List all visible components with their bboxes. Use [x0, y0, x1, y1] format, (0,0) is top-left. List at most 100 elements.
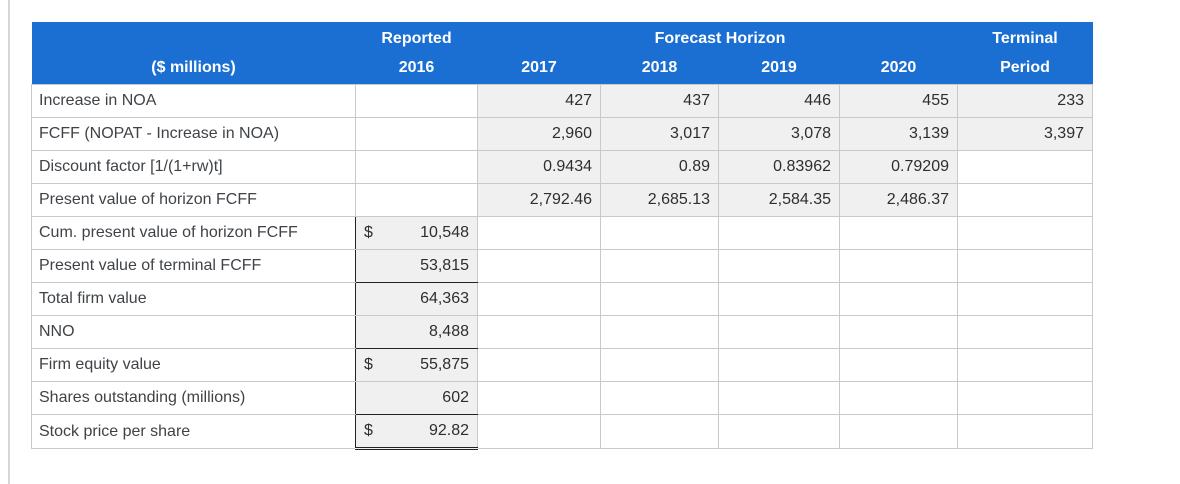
- cell-2020[interactable]: 3,139: [839, 117, 958, 151]
- cell-2017: [477, 348, 601, 382]
- row-label: Shares outstanding (millions): [31, 381, 356, 415]
- row-label: Total firm value: [31, 282, 356, 316]
- cell-terminal[interactable]: 233: [957, 84, 1093, 118]
- column-header-row: ($ millions) 2016 2017 2018 2019 2020 Period: [31, 52, 1093, 85]
- dcf-valuation-table: Reported Forecast Horizon Terminal ($ milli…: [31, 22, 1093, 450]
- cell-2020: [839, 216, 958, 250]
- header-group-terminal: Terminal: [957, 22, 1093, 52]
- cell-2017: [477, 282, 601, 316]
- table-row: NNO 8,488: [31, 315, 1093, 349]
- cell-2020: [839, 315, 958, 349]
- cell-2019: [718, 249, 840, 283]
- cell-2018[interactable]: 3,017: [600, 117, 719, 151]
- table-row: Cum. present value of horizon FCFF $10,54…: [31, 216, 1093, 250]
- cell-2019[interactable]: 446: [718, 84, 840, 118]
- row-label: Increase in NOA: [31, 84, 356, 118]
- cell-2016: [355, 183, 478, 217]
- header-group-forecast-horizon: Forecast Horizon: [600, 22, 840, 52]
- cell-2016[interactable]: 53,815: [355, 249, 478, 283]
- row-label: Cum. present value of horizon FCFF: [31, 216, 356, 250]
- col-header-2019: 2019: [718, 52, 840, 85]
- cell-2016[interactable]: 64,363: [355, 282, 478, 316]
- cell-value: 55,875: [420, 356, 469, 373]
- cell-2018[interactable]: 437: [600, 84, 719, 118]
- header-group-blank-2017: [477, 22, 601, 52]
- cell-2016[interactable]: $55,875: [355, 348, 478, 382]
- cell-value: 10,548: [420, 224, 469, 241]
- cell-2019: [718, 282, 840, 316]
- table-body: Increase in NOA 427 437 446 455 233 FCFF (NOPA…: [31, 84, 1093, 450]
- cell-terminal: [957, 216, 1093, 250]
- cell-terminal: [957, 150, 1093, 184]
- header-group-blank-label: [31, 22, 356, 52]
- cell-2017[interactable]: 2,792.46: [477, 183, 601, 217]
- header-group-reported: Reported: [355, 22, 478, 52]
- table-row: Present value of terminal FCFF 53,815: [31, 249, 1093, 283]
- header-group-blank-2020: [839, 22, 958, 52]
- row-label: NNO: [31, 315, 356, 349]
- table-row: Increase in NOA 427 437 446 455 233: [31, 84, 1093, 118]
- cell-2019: [718, 216, 840, 250]
- cell-2019[interactable]: 3,078: [718, 117, 840, 151]
- cell-terminal[interactable]: 3,397: [957, 117, 1093, 151]
- cell-terminal: [957, 249, 1093, 283]
- page-left-edge: [8, 0, 10, 484]
- cell-2016[interactable]: 602: [355, 381, 478, 415]
- table-row: FCFF (NOPAT - Increase in NOA) 2,960 3,017…: [31, 117, 1093, 151]
- row-label: FCFF (NOPAT - Increase in NOA): [31, 117, 356, 151]
- cell-terminal: [957, 414, 1093, 449]
- col-header-unit-label: ($ millions): [31, 52, 356, 85]
- cell-2016: [355, 84, 478, 118]
- cell-2020: [839, 249, 958, 283]
- cell-terminal: [957, 282, 1093, 316]
- cell-terminal: [957, 183, 1093, 217]
- cell-2016[interactable]: $92.82: [355, 414, 478, 450]
- cell-2018[interactable]: 2,685.13: [600, 183, 719, 217]
- cell-2018: [600, 348, 719, 382]
- cell-2017: [477, 414, 601, 449]
- cell-2018: [600, 216, 719, 250]
- cell-2017[interactable]: 427: [477, 84, 601, 118]
- cell-2018: [600, 315, 719, 349]
- row-label: Present value of horizon FCFF: [31, 183, 356, 217]
- cell-2017[interactable]: 2,960: [477, 117, 601, 151]
- cell-2016: [355, 117, 478, 151]
- cell-2019[interactable]: 0.83962: [718, 150, 840, 184]
- cell-2019: [718, 348, 840, 382]
- cell-2020: [839, 414, 958, 449]
- cell-2017: [477, 249, 601, 283]
- row-label: Discount factor [1/(1+rw)t]: [31, 150, 356, 184]
- cell-2020: [839, 282, 958, 316]
- cell-2017: [477, 216, 601, 250]
- table-header: Reported Forecast Horizon Terminal ($ milli…: [31, 22, 1093, 85]
- cell-2020[interactable]: 455: [839, 84, 958, 118]
- cell-2019: [718, 414, 840, 449]
- table-row: Shares outstanding (millions) 602: [31, 381, 1093, 415]
- dollar-sign: $: [364, 356, 373, 373]
- cell-terminal: [957, 381, 1093, 415]
- row-label: Stock price per share: [31, 414, 356, 449]
- cell-2018: [600, 249, 719, 283]
- col-header-2020: 2020: [839, 52, 958, 85]
- cell-2016[interactable]: 8,488: [355, 315, 478, 349]
- cell-2017: [477, 381, 601, 415]
- row-label: Firm equity value: [31, 348, 356, 382]
- cell-2020[interactable]: 2,486.37: [839, 183, 958, 217]
- cell-2017[interactable]: 0.9434: [477, 150, 601, 184]
- cell-2019: [718, 381, 840, 415]
- cell-2020: [839, 381, 958, 415]
- cell-2018: [600, 282, 719, 316]
- cell-2016[interactable]: $10,548: [355, 216, 478, 250]
- table-row: Stock price per share $92.82: [31, 414, 1093, 450]
- cell-terminal: [957, 315, 1093, 349]
- col-header-terminal: Period: [957, 52, 1093, 85]
- table-row: Total firm value 64,363: [31, 282, 1093, 316]
- cell-2020[interactable]: 0.79209: [839, 150, 958, 184]
- header-group-row: Reported Forecast Horizon Terminal: [31, 22, 1093, 52]
- cell-2018: [600, 414, 719, 449]
- cell-2018: [600, 381, 719, 415]
- cell-2019[interactable]: 2,584.35: [718, 183, 840, 217]
- col-header-2016: 2016: [355, 52, 478, 85]
- cell-2018[interactable]: 0.89: [600, 150, 719, 184]
- col-header-2017: 2017: [477, 52, 601, 85]
